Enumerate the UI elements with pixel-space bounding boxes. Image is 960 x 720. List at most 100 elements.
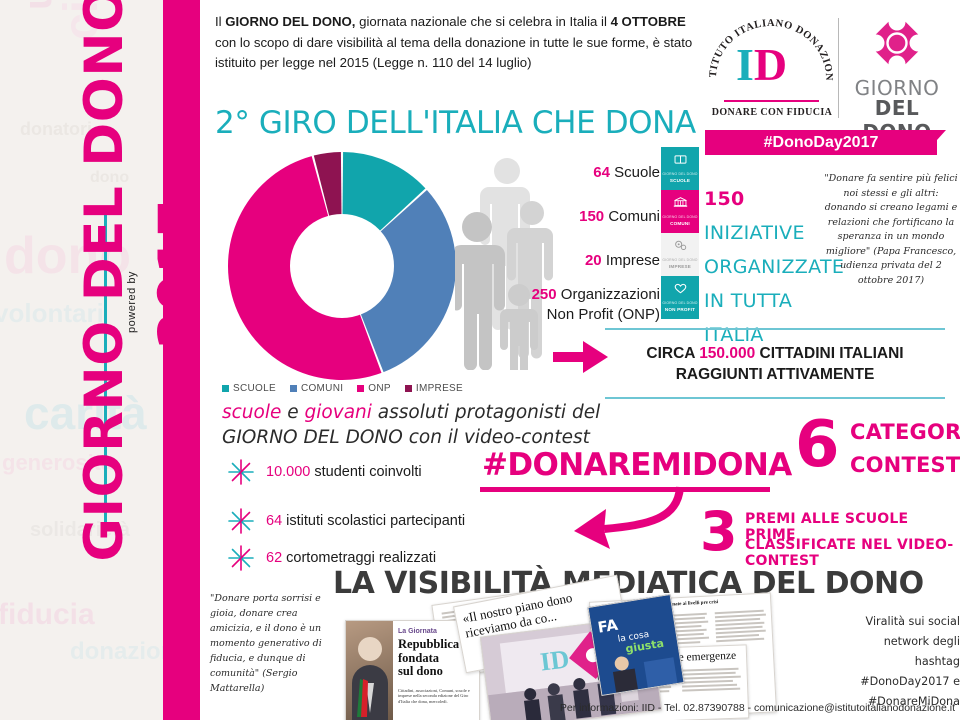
sidebar-divider [104,214,107,534]
legend-item-onp: ONP [357,383,391,394]
iniziative-line2: ORGANIZZATE [704,256,845,278]
stat-label-line2: Non Profit (ONP) [546,306,660,323]
clipping-kicker: La Giornata [398,628,437,635]
social-line5: #DonareMiDona [867,695,960,708]
categorie-label1: CATEGORIE [850,420,960,444]
legend-swatch [222,385,229,392]
iid-arc-text: ISTITUTO ITALIANO DONAZIONE [706,12,833,81]
stat-label: Organizzazioni [560,286,660,303]
arrow-right-icon [553,341,608,373]
iniziative-number: 150 [704,188,745,210]
scuole-rest: assoluti protagonisti del [371,402,601,423]
stat-number: 20 [584,252,602,269]
social-virality-note: Viralità sui social network degli hashta… [842,612,960,712]
svg-text:ID: ID [539,644,571,676]
svg-text:giusta: giusta [625,637,665,656]
tile-kicker: GIORNO DEL DONO [662,215,698,219]
footer-contact: Per informazioni: IID - Tel. 02.87390788… [559,702,955,714]
iniziative-word1: INIZIATIVE [704,222,805,244]
stat-number: 250 [531,286,557,303]
legend-label: ONP [368,383,391,394]
bullet-item: 10.000 studenti coinvolti [228,459,422,485]
circa-pre: CIRCA [646,345,700,362]
intro-paragraph: Il GIORNO DEL DONO, giornata nazionale c… [215,12,695,74]
circa-number: 150.000 [699,345,756,362]
tile-kicker: GIORNO DEL DONO [662,172,698,176]
stat-label: Comuni [608,208,660,225]
bullet-text: cortometraggi realizzati [282,550,437,566]
social-line3: hashtag [914,655,960,668]
intro-text-date: 4 OTTOBRE [610,14,686,29]
iid-logo: ISTITUTO ITALIANO DONAZIONE ID DONARE CO… [706,12,836,130]
logo-separator [838,18,839,118]
svg-text:la cosa: la cosa [617,630,650,645]
scuole-giovani-statement: scuole e giovani assoluti protagonisti d… [222,400,642,450]
iniziative-line3: IN TUTTA ITALIA [704,290,793,346]
intro-text-e: con lo scopo di dare visibilità al tema … [215,34,693,71]
bullet-item: 62 cortometraggi realizzati [228,545,436,571]
iid-monogram: ID [736,42,787,88]
stat-row: 150 Comuni [480,196,660,238]
building-icon [661,195,699,215]
tile-label: COMUNI [670,221,690,226]
clipping-repubblica: La Giornata Repubblica fondata sul dono … [345,620,480,720]
mattarella-quote: "Donare porta sorrisi e gioia, donare cr… [210,593,322,694]
iid-tagline: DONARE CON FIDUCIA [711,107,833,118]
scuole-conj: e [281,402,305,423]
giovani-word: giovani [304,402,372,423]
social-line1: Viralità sui social [865,615,960,628]
stat-label: Scuole [614,164,660,181]
premi-label2: CLASSIFICATE NEL VIDEO-CONTEST [745,537,954,569]
legend-swatch [357,385,365,392]
iid-letter-i: I [736,39,754,90]
tile-label: IMPRESE [668,264,692,269]
scuole-word: scuole [222,402,282,423]
scuole-line2: GIORNO DEL DONO con il video-contest [222,427,590,448]
heart-icon [661,281,699,301]
sidebar-texture: dono ufficiale civile comunità dono volo… [0,0,163,665]
bullet-text: studenti coinvolti [310,464,422,480]
intro-text-c: giornata nazionale che si celebra in Ita… [355,14,611,29]
curved-arrow-icon [574,486,684,549]
stat-row: 250 Organizzazioni Non Profit (ONP) [480,284,660,326]
bullet-number: 62 [266,550,283,566]
category-tile-scuole: GIORNO DEL DONO SCUOLE [661,147,699,190]
premi-label1: PREMI ALLE SCUOLE PRIME [745,511,909,543]
chart-legend: SCUOLE COMUNI ONP IMPRESE [222,383,463,394]
categorie-label2: CONTEST [850,453,960,477]
circa-statement: CIRCA 150.000 CITTADINI ITALIANI RAGGIUN… [605,343,945,385]
circa-line2: RAGGIUNTI ATTIVAMENTE [675,366,875,383]
diamond-flower-icon [868,14,926,72]
sidebar-accent-bar [163,0,200,720]
section-headline: 2° GIRO DELL'ITALIA CHE DONA [215,105,696,141]
iid-rule [724,100,819,102]
gears-icon [661,238,699,258]
stat-row: 20 Imprese [480,240,660,282]
fa-cosa-giusta-photo: FA la cosa giusta [588,595,684,695]
visibilita-headline: LA VISIBILITÀ MEDIATICA DEL DONO [333,566,924,601]
clipping-photo [352,637,388,720]
legend-item-imprese: IMPRESE [404,383,463,394]
star-bullet-icon [228,508,254,534]
social-line4: #DonoDay2017 e [860,675,960,688]
social-line2: network degli [883,635,960,648]
clipping-fa-la-cosa-giusta: FA la cosa giusta [587,593,685,697]
book-icon [661,152,699,172]
legend-label: SCUOLE [233,383,276,394]
bullet-number: 64 [266,513,283,529]
legend-item-scuole: SCUOLE [222,383,276,394]
category-icon-tiles: GIORNO DEL DONO SCUOLE GIORNO DEL DONO COMU… [661,147,699,320]
stat-label: Imprese [605,252,660,269]
circa-divider-top [605,328,945,330]
stat-number: 64 [593,164,610,181]
circa-post: CITTADINI ITALIANI [755,345,904,362]
hashtag-underline [480,487,770,492]
bullet-item: 64 istituti scolastici partecipanti [228,508,465,534]
powered-by-label: powered by [126,271,138,333]
clipping-body: Cittadini, associazioni, Comuni, scuole … [398,687,470,704]
tile-label: SCUOLE [669,178,691,183]
legend-item-comuni: COMUNI [289,383,343,394]
intro-text-a: Il [215,14,226,29]
sidebar: dono ufficiale civile comunità dono volo… [0,0,163,720]
